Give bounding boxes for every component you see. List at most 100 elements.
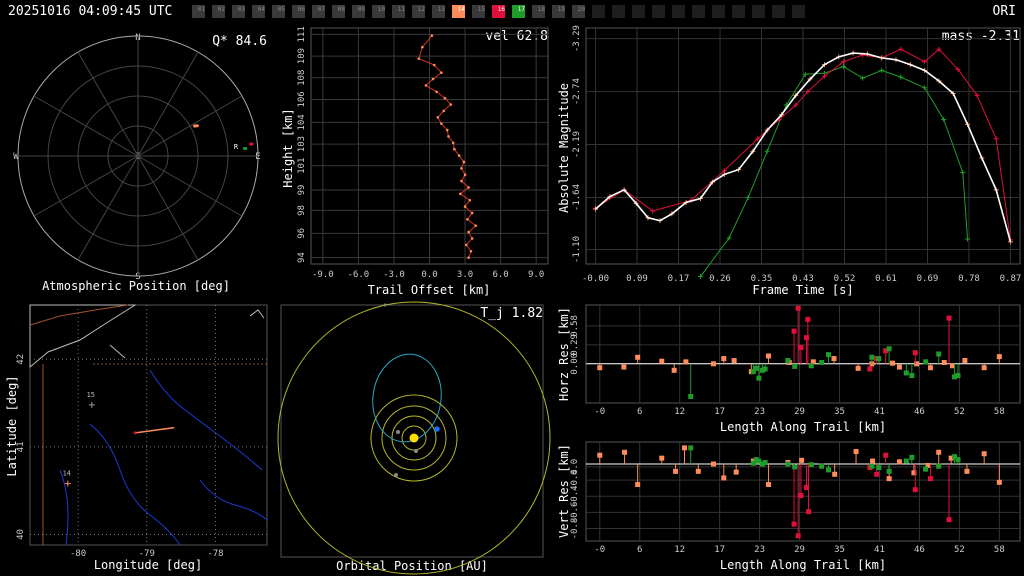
map-ytick: 40 [16,529,26,540]
hres-xtick: 23 [754,407,765,417]
camera-label-08: 08 [338,6,346,13]
mag-xtick: 0.26 [709,274,731,284]
hres-point-green [753,365,759,371]
camera-box-19 [552,5,565,18]
vres-point-orange [622,449,628,455]
mag-point-red [650,208,656,214]
trail-point [430,34,434,37]
atm-xlabel: Atmospheric Position [deg] [42,279,230,293]
trail-point [467,256,470,259]
vres-point-orange [597,452,603,458]
hres-point-orange [831,356,837,362]
vres-point-red [912,487,918,493]
vres-point-orange [948,455,954,461]
hres-point-orange [635,354,641,360]
trail-xtick: -6.0 [348,270,370,280]
map-ytick: 42 [16,354,26,365]
mag-xtick: 0.61 [875,274,897,284]
horizontal-residuals-panel: Length Along Trail [km] Horz Res [km] -0… [557,304,1021,434]
hres-point-green [762,366,768,372]
trail-point [431,77,435,81]
trail-point [440,71,443,74]
mag-xtick: 0.69 [917,274,939,284]
trail-point [443,96,447,100]
vres-ytick: -0.4 [570,485,580,507]
hres-point-orange [949,363,955,369]
hres-point-green [955,373,961,379]
trail-point [460,179,463,183]
hres-point-orange [962,358,968,364]
trail-xtick: -3.0 [383,270,405,280]
vres-point-orange [996,479,1002,485]
ground-map-panel: Longitude [deg] Latitude [deg] -80 -79 -78… [5,304,268,572]
hres-point-orange [914,361,920,367]
trail-point [474,224,478,228]
camera-box-slot-25 [692,5,705,18]
camera-label-17: 17 [518,6,526,13]
trail-point [445,128,449,132]
trail-ytick: 103 [297,136,307,152]
mag-series-red [595,48,1011,240]
hres-point-orange [996,354,1002,360]
map-frame [29,304,268,546]
vres-point-red [927,476,933,482]
hres-point-green [688,393,694,399]
mass-value: mass -2.31 [942,29,1020,44]
q-star-value: Q* 84.6 [212,34,267,49]
mag-point-red [936,46,942,52]
trail-ytick: 99 [297,185,307,196]
vres-xtick: 46 [914,545,925,555]
mag-xtick: 0.35 [751,274,773,284]
vres-point-orange [936,449,942,455]
hres-point-green [923,359,929,365]
station-label-15: 15 [87,391,95,399]
vres-point-green [955,457,961,463]
camera-box-16 [492,5,505,18]
mag-point-green [726,235,732,241]
hres-point-orange [896,364,902,370]
camera-box-01 [192,5,205,18]
mag-point-red [793,102,799,108]
polar-spoke [137,155,243,217]
hres-point-green [785,358,791,364]
mag-point-red [841,59,847,65]
vres-xtick: 12 [674,545,685,555]
vres-point-green [819,463,825,469]
vres-point-green [688,445,694,451]
hres-point-green [792,363,798,369]
camera-box-slot-29 [772,5,785,18]
hres-point-red [803,335,809,341]
earth [434,426,440,432]
planet [394,473,398,477]
hres-point-orange [981,365,987,371]
vres-point-red [791,521,797,527]
hres-point-green [903,370,909,376]
map-xtick: -80 [70,549,86,559]
hres-point-orange [621,364,627,370]
hres-point-orange [710,361,716,367]
camera-box-slot-20 [592,5,605,18]
camera-label-13: 13 [438,6,446,13]
hres-point-green [876,356,882,362]
trail-xtick: 6.0 [492,270,508,280]
trail-point [457,154,461,157]
hres-point-green [819,359,825,365]
camera-label-11: 11 [398,6,406,13]
trail-point [470,211,474,215]
orbit-jupiter [277,301,551,575]
mag-point-green [960,169,966,175]
station-marker-15 [88,401,95,408]
trail-point [442,109,446,113]
mag-xtick: 0.78 [958,274,980,284]
camera-box-10 [372,5,385,18]
vres-xtick: 23 [754,545,765,555]
camera-label-06: 06 [298,6,306,13]
vres-point-orange [964,468,970,474]
camera-box-20 [572,5,585,18]
trail-point [467,186,470,189]
hres-point-red [867,366,873,372]
trail-ylabel: Height [km] [281,108,295,187]
hres-point-green [808,363,814,369]
trail-point [435,90,438,94]
state-border-lake [29,304,129,326]
